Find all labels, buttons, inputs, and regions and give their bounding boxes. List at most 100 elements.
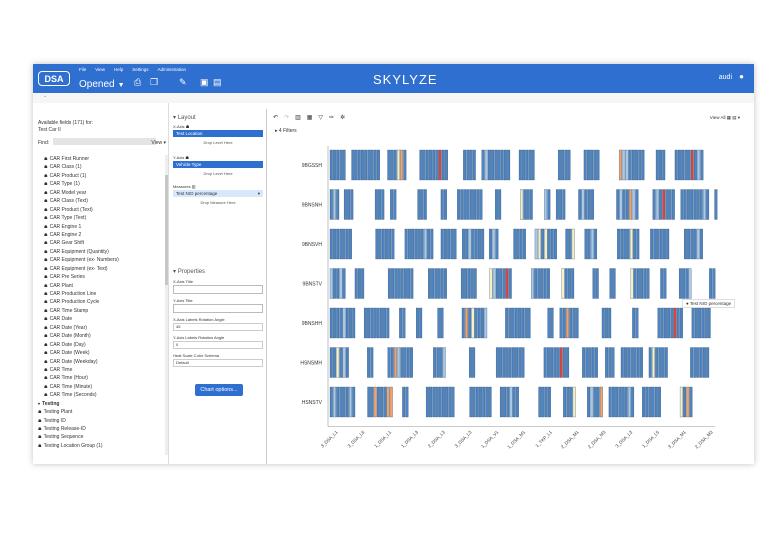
- heatmap-cell[interactable]: [506, 386, 510, 418]
- heatmap-cell[interactable]: [689, 386, 693, 418]
- heatmap-cell[interactable]: [507, 149, 511, 181]
- heatmap-cell[interactable]: [336, 386, 340, 418]
- heatmap-cell[interactable]: [460, 189, 464, 220]
- heatmap-cell[interactable]: [417, 189, 421, 220]
- heatmap-cell[interactable]: [352, 307, 356, 339]
- heatmap-cell[interactable]: [590, 149, 594, 181]
- field-item[interactable]: ☗ CAR Plant: [38, 282, 119, 290]
- heatmap-cell[interactable]: [390, 149, 394, 181]
- x-axis-field[interactable]: Test Location: [173, 130, 263, 137]
- heatmap-cell[interactable]: [472, 149, 476, 181]
- heatmap-cell[interactable]: [343, 189, 347, 220]
- heatmap-cell[interactable]: [663, 228, 666, 260]
- heatmap-cell[interactable]: [561, 149, 565, 181]
- heatmap-cell[interactable]: [367, 307, 371, 339]
- heatmap-cell[interactable]: [474, 228, 478, 260]
- heatmap-cell[interactable]: [534, 228, 538, 260]
- heatmap-cell[interactable]: [550, 347, 554, 378]
- heatmap-cell[interactable]: [505, 347, 509, 378]
- heatmap-cell[interactable]: [657, 307, 661, 339]
- heatmap-cell[interactable]: [505, 268, 509, 299]
- heatmap-cell[interactable]: [550, 307, 554, 339]
- heatmap-cell[interactable]: [599, 386, 603, 418]
- heatmap-cell[interactable]: [648, 347, 652, 378]
- heatmap-cell[interactable]: [511, 347, 515, 378]
- heatmap-cell[interactable]: [575, 307, 579, 339]
- heatmap-cell[interactable]: [351, 149, 355, 181]
- heatmap-cell[interactable]: [479, 189, 483, 220]
- heatmap-cell[interactable]: [584, 228, 588, 260]
- heatmap-cell[interactable]: [523, 189, 527, 220]
- heatmap-cell[interactable]: [394, 347, 397, 378]
- heatmap-cell[interactable]: [588, 347, 592, 378]
- heatmap-cell[interactable]: [463, 189, 467, 220]
- heatmap-cell[interactable]: [655, 189, 659, 220]
- filter-icon[interactable]: ▽: [318, 115, 324, 121]
- heatmap-cell[interactable]: [696, 189, 700, 220]
- heatmap-cell[interactable]: [699, 189, 703, 220]
- undo-icon[interactable]: ↶: [273, 115, 279, 121]
- heatmap-cell[interactable]: [464, 268, 468, 299]
- heatmap-cell[interactable]: [618, 386, 622, 418]
- heatmap-cell[interactable]: [562, 307, 566, 339]
- heatmap-cell[interactable]: [484, 149, 488, 181]
- heatmap-cell[interactable]: [643, 268, 647, 299]
- heatmap-cell[interactable]: [435, 149, 439, 181]
- field-item[interactable]: ☗ CAR Production Cycle: [38, 298, 119, 306]
- heatmap-cell[interactable]: [407, 268, 411, 299]
- heatmap-cell[interactable]: [564, 268, 568, 299]
- heatmap-cell[interactable]: [512, 386, 516, 418]
- heatmap-cell[interactable]: [425, 149, 429, 181]
- heatmap-cell[interactable]: [387, 347, 391, 378]
- heatmap-cell[interactable]: [631, 149, 635, 181]
- heatmap-cell[interactable]: [624, 386, 628, 418]
- heatmap-cell[interactable]: [622, 149, 626, 181]
- heatmap-cell[interactable]: [345, 386, 349, 418]
- heatmap-cell[interactable]: [625, 189, 629, 220]
- heatmap-cell[interactable]: [537, 228, 541, 260]
- heatmap-cell[interactable]: [502, 347, 506, 378]
- heatmap-cell[interactable]: [687, 228, 691, 260]
- heatmap-cell[interactable]: [624, 347, 627, 378]
- heatmap-cell[interactable]: [373, 386, 377, 418]
- field-item[interactable]: ☗ CAR Engine 2: [38, 231, 119, 239]
- field-item[interactable]: ☗ CAR Type (Text): [38, 214, 119, 222]
- legend[interactable]: ● Test NIO percentage: [682, 299, 736, 308]
- heatmap-cell[interactable]: [562, 347, 566, 378]
- heatmap-cell[interactable]: [531, 268, 534, 299]
- heatmap-cell[interactable]: [432, 386, 436, 418]
- heatmap-cell[interactable]: [373, 149, 377, 181]
- heatmap-cell[interactable]: [660, 268, 664, 299]
- heatmap-cell[interactable]: [709, 268, 713, 299]
- heatmap-cell[interactable]: [505, 307, 509, 339]
- heatmap-cell[interactable]: [333, 149, 336, 181]
- heatmap-cell[interactable]: [370, 347, 374, 378]
- heatmap-cell[interactable]: [700, 149, 704, 181]
- heatmap-cell[interactable]: [495, 189, 498, 220]
- heatmap-cell[interactable]: [586, 149, 590, 181]
- heatmap-cell[interactable]: [414, 228, 418, 260]
- heatmap-cell[interactable]: [465, 228, 469, 260]
- edit-icon[interactable]: ✎: [179, 77, 187, 87]
- heatmap-cell[interactable]: [336, 268, 340, 299]
- heatmap-cell[interactable]: [670, 307, 674, 339]
- columns-icon[interactable]: ▥: [295, 115, 301, 121]
- heatmap-cell[interactable]: [665, 189, 669, 220]
- heatmap-cell[interactable]: [701, 307, 705, 339]
- heatmap-cell[interactable]: [391, 228, 395, 260]
- heatmap-cell[interactable]: [383, 307, 387, 339]
- heatmap-cell[interactable]: [364, 149, 368, 181]
- heatmap-cell[interactable]: [434, 268, 438, 299]
- heatmap-cell[interactable]: [595, 268, 599, 299]
- heatmap-cell[interactable]: [381, 228, 385, 260]
- heatmap-cell[interactable]: [383, 386, 387, 418]
- heatmap-cell[interactable]: [666, 228, 670, 260]
- heatmap-cell[interactable]: [592, 268, 596, 299]
- heatmap-cell[interactable]: [633, 347, 637, 378]
- heatmap-cell[interactable]: [470, 268, 474, 299]
- heatmap-cell[interactable]: [367, 347, 371, 378]
- heatmap-cell[interactable]: [358, 268, 361, 299]
- heatmap-cell[interactable]: [494, 149, 498, 181]
- heatmap-cell[interactable]: [526, 189, 530, 220]
- heatmap-cell[interactable]: [495, 268, 499, 299]
